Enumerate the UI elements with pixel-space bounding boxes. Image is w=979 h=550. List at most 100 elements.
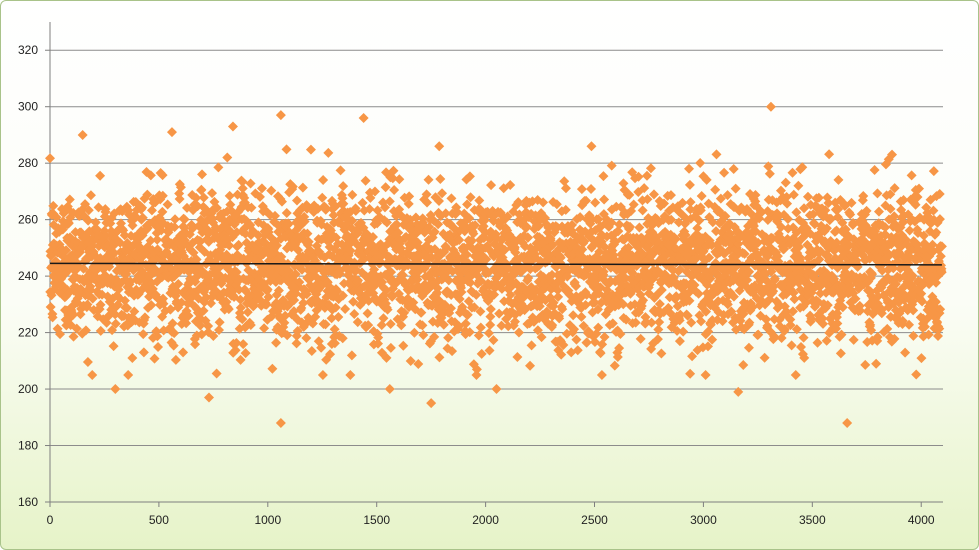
x-tick-label: 2000	[472, 513, 499, 527]
data-point	[207, 188, 218, 199]
data-point	[333, 311, 344, 322]
data-point	[580, 299, 591, 310]
data-point	[235, 302, 246, 313]
data-point	[722, 299, 733, 310]
data-point	[108, 247, 119, 258]
data-point	[791, 324, 802, 335]
data-point	[785, 314, 796, 325]
data-point	[747, 302, 758, 313]
data-point	[823, 198, 834, 209]
data-point	[272, 322, 283, 333]
data-point	[178, 347, 189, 358]
data-point	[846, 197, 857, 208]
data-point	[465, 192, 476, 203]
data-point	[730, 183, 741, 194]
data-point	[934, 214, 945, 225]
data-point	[191, 192, 202, 203]
data-point	[670, 234, 681, 245]
data-point	[291, 195, 302, 206]
data-point	[454, 234, 465, 245]
data-point	[253, 230, 264, 241]
data-point	[935, 251, 946, 262]
data-point	[722, 190, 733, 201]
data-point	[462, 199, 473, 210]
data-point	[696, 316, 707, 327]
data-point	[418, 330, 429, 341]
data-point	[211, 368, 222, 379]
data-point	[625, 221, 636, 232]
data-point	[429, 226, 440, 237]
data-point	[787, 167, 798, 178]
data-point	[882, 247, 893, 258]
data-point	[742, 275, 753, 286]
data-point	[222, 152, 233, 163]
data-point	[434, 352, 445, 363]
data-point	[928, 205, 939, 216]
data-point	[685, 368, 696, 379]
data-point	[813, 192, 824, 203]
data-point	[776, 333, 787, 344]
data-point	[485, 319, 496, 330]
data-point	[385, 319, 396, 330]
data-point	[83, 205, 94, 216]
data-point	[345, 245, 356, 256]
data-point	[707, 217, 718, 228]
data-point	[887, 149, 898, 160]
data-point	[465, 277, 476, 288]
data-point	[90, 217, 101, 228]
x-tick-label: 3000	[690, 513, 717, 527]
data-point	[417, 320, 428, 331]
data-point	[80, 325, 91, 336]
data-point	[201, 292, 212, 303]
data-point	[329, 324, 340, 335]
data-point	[648, 189, 659, 200]
data-point	[170, 214, 181, 225]
data-point	[231, 267, 242, 278]
data-point	[165, 304, 176, 315]
data-point	[914, 183, 925, 194]
data-point	[598, 171, 609, 182]
data-point	[917, 296, 928, 307]
data-point	[275, 417, 286, 428]
data-point	[276, 196, 287, 207]
data-point	[227, 121, 238, 132]
data-point	[438, 319, 449, 330]
data-point	[266, 185, 277, 196]
data-point	[860, 359, 871, 370]
data-point	[674, 315, 685, 326]
data-point	[630, 317, 641, 328]
data-point	[579, 236, 590, 247]
data-point	[422, 197, 433, 208]
data-point	[684, 295, 695, 306]
data-point	[261, 299, 272, 310]
data-point	[292, 326, 303, 337]
data-point	[196, 184, 207, 195]
data-point	[95, 299, 106, 310]
data-point	[486, 180, 497, 191]
data-point	[382, 304, 393, 315]
data-point	[570, 281, 581, 292]
data-point	[108, 341, 119, 352]
data-point	[297, 264, 308, 275]
data-point	[689, 279, 700, 290]
data-point	[368, 231, 379, 242]
data-point	[471, 289, 482, 300]
data-point	[521, 221, 532, 232]
data-point	[470, 220, 481, 231]
data-point	[456, 287, 467, 298]
data-point	[707, 334, 718, 345]
data-point	[362, 308, 373, 319]
data-point	[58, 208, 69, 219]
data-point	[606, 160, 617, 171]
data-point	[908, 330, 919, 341]
data-point	[78, 263, 89, 274]
data-point	[208, 331, 219, 342]
data-point	[764, 168, 775, 179]
data-point	[558, 339, 569, 350]
data-point	[866, 325, 877, 336]
data-point	[916, 288, 927, 299]
data-point	[654, 299, 665, 310]
data-point	[119, 230, 130, 241]
data-point	[95, 170, 106, 181]
data-point	[928, 166, 939, 177]
